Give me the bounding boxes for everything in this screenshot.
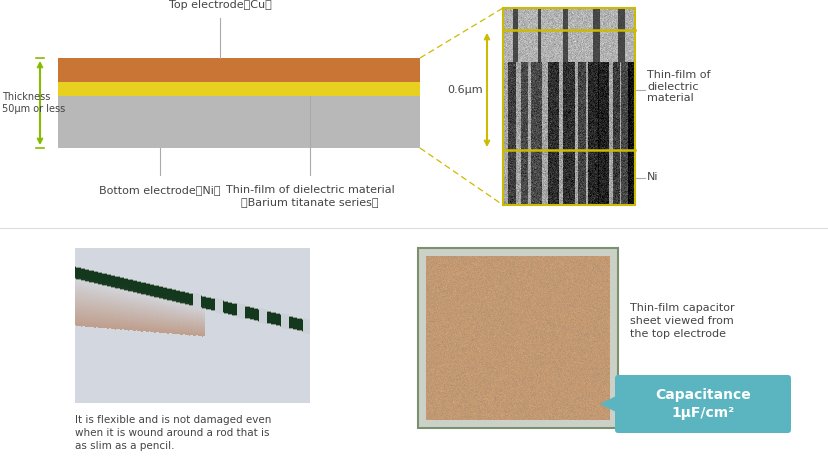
Polygon shape [599,394,619,414]
FancyBboxPatch shape [614,375,790,433]
Text: Thin-film capacitor
sheet viewed from
the top electrode: Thin-film capacitor sheet viewed from th… [629,303,734,339]
Bar [58,96,420,148]
Text: Top electrode（Cu）: Top electrode（Cu） [168,0,271,10]
Bar [58,82,420,96]
Text: Bottom electrode（Ni）: Bottom electrode（Ni） [99,185,220,195]
Text: Thickness
50μm or less: Thickness 50μm or less [2,92,65,114]
Text: Thin-film of
dielectric
material: Thin-film of dielectric material [646,70,710,103]
Text: 0.6μm: 0.6μm [447,85,483,95]
Bar [503,8,634,205]
Text: Ni: Ni [646,173,657,183]
Text: Thin-film of dielectric material
（Barium titanate series）: Thin-film of dielectric material （Barium… [225,185,394,206]
Text: It is flexible and is not damaged even
when it is wound around a rod that is
as : It is flexible and is not damaged even w… [75,415,271,452]
Bar [417,248,617,428]
Text: Capacitance
1μF/cm²: Capacitance 1μF/cm² [654,388,750,420]
Bar [58,58,420,82]
